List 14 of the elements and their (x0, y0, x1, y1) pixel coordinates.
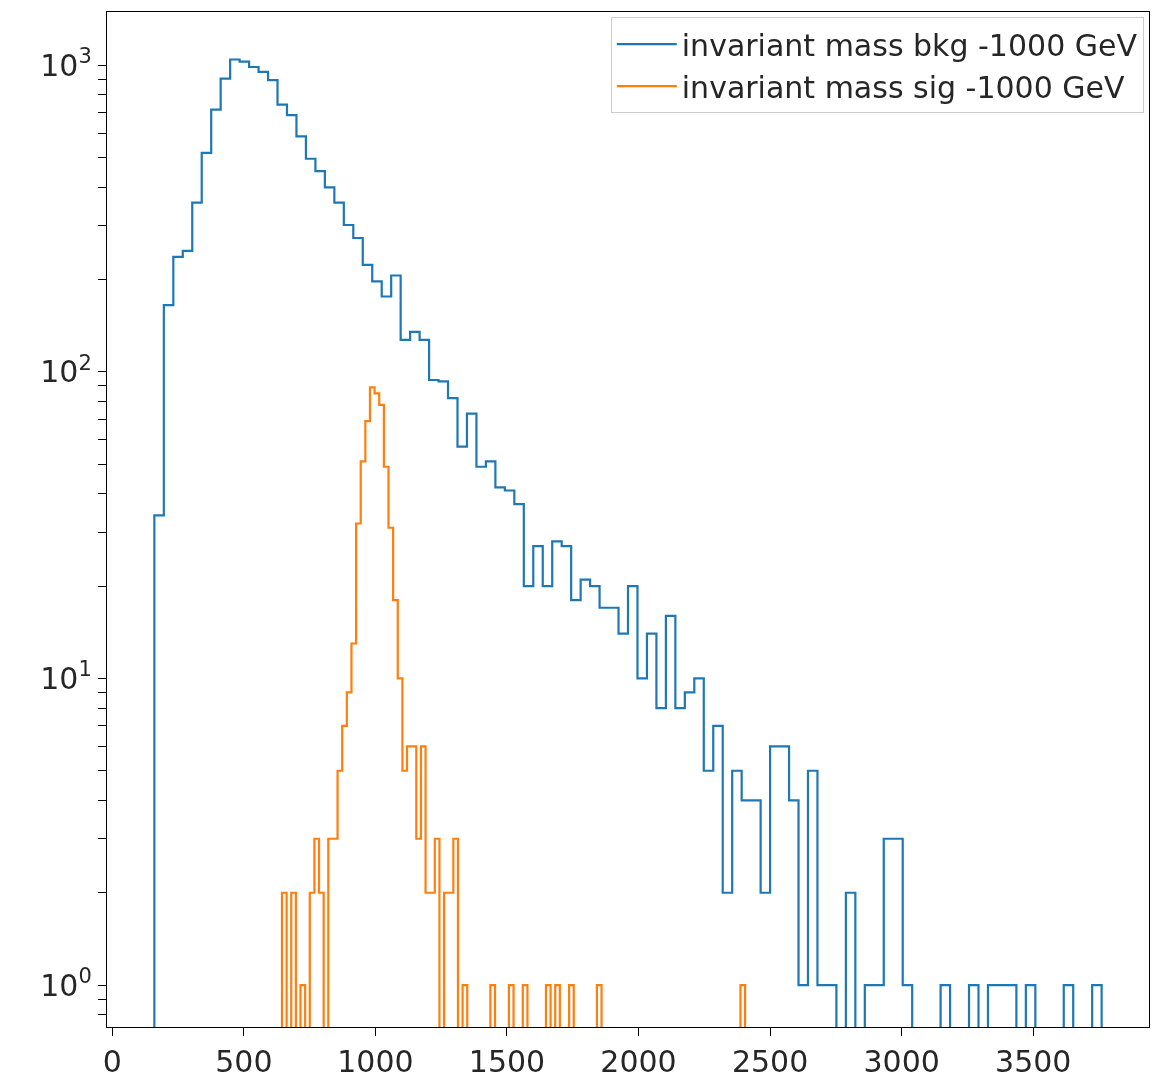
x-tick-label: 1000 (337, 1044, 414, 1080)
y-tick-label: 10$^{1}$ (40, 657, 92, 696)
x-tick-label: 1500 (468, 1044, 546, 1080)
x-tick-label: 500 (215, 1044, 273, 1080)
legend-label: invariant mass sig -1000 GeV (681, 69, 1125, 105)
x-tick-label: 2500 (731, 1044, 809, 1080)
y-tick-label: 10$^{2}$ (40, 350, 92, 390)
y-tick-label: 10$^{3}$ (40, 44, 92, 83)
x-tick-label: 3500 (995, 1044, 1072, 1080)
x-tick-label: 3000 (863, 1044, 940, 1080)
y-tick-label: 10$^{0}$ (40, 963, 92, 1003)
legend-label: invariant mass bkg -1000 GeV (681, 27, 1138, 63)
x-tick-label: 2000 (600, 1044, 677, 1080)
x-tick-label: 0 (102, 1044, 122, 1080)
